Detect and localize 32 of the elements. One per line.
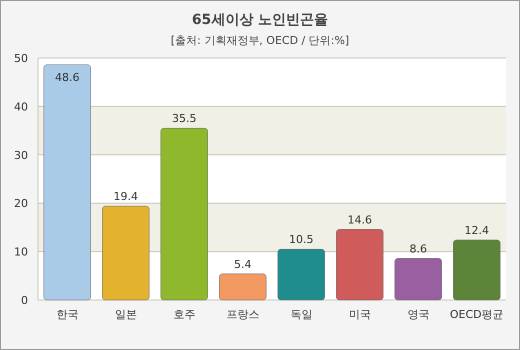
x-tick-label: 미국 xyxy=(348,308,371,321)
x-tick-label: OECD평균 xyxy=(450,308,504,321)
data-label: 14.6 xyxy=(348,213,372,226)
y-tick-label: 30 xyxy=(14,148,28,162)
y-tick-label: 0 xyxy=(21,294,28,307)
data-label: 35.5 xyxy=(172,112,196,126)
data-label: 10.5 xyxy=(289,233,314,246)
y-tick-label: 50 xyxy=(14,52,28,65)
bar xyxy=(394,258,442,300)
bar xyxy=(44,64,91,300)
x-tick-label: 영국 xyxy=(407,308,430,321)
data-label: 48.6 xyxy=(55,70,80,84)
x-tick-label: 프랑스 xyxy=(226,308,260,321)
bar xyxy=(278,248,325,300)
bar xyxy=(453,240,500,300)
x-tick-label: 일본 xyxy=(114,308,137,321)
chart-subtitle: [출처: 기획재정부, OECD / 단위:%] xyxy=(170,34,350,47)
data-label: 8.6 xyxy=(410,242,427,256)
bar xyxy=(336,229,384,300)
bar xyxy=(160,128,208,300)
y-tick-label: 10 xyxy=(14,246,28,259)
x-tick-label: 독일 xyxy=(290,308,312,321)
data-label: 12.4 xyxy=(464,224,489,237)
bar xyxy=(102,206,150,300)
x-tick-label: 호주 xyxy=(173,308,196,321)
y-tick-label: 40 xyxy=(14,100,28,114)
x-tick-label: 한국 xyxy=(56,308,78,321)
chart-title: 65세이상 노인빈곤율 xyxy=(192,12,328,28)
bar xyxy=(219,274,266,300)
y-tick-label: 20 xyxy=(14,197,28,210)
data-label: 5.4 xyxy=(234,258,252,271)
data-label: 19.4 xyxy=(114,190,138,204)
